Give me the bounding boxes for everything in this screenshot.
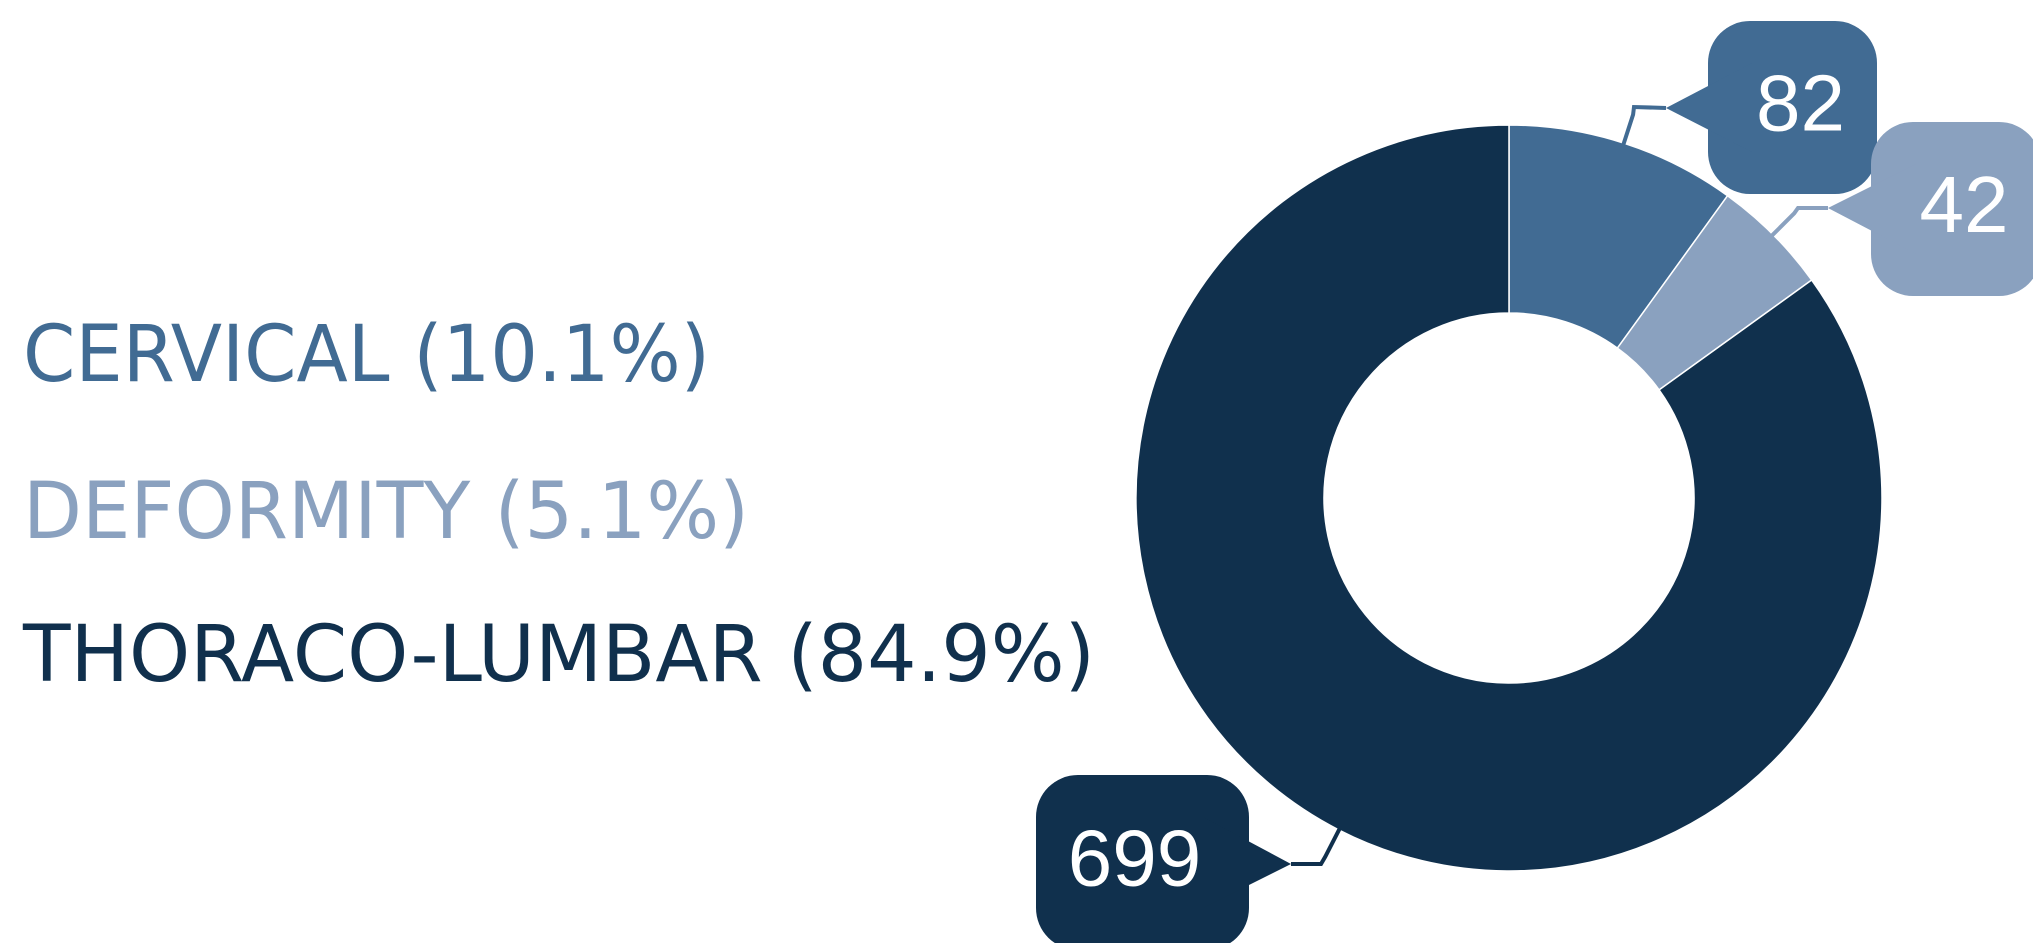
callout-pointer <box>1666 62 1753 153</box>
data-label: 42 <box>1920 160 2009 249</box>
callout-box <box>1871 122 2033 296</box>
leader-line <box>1291 825 1343 866</box>
donut-slice <box>1135 124 1883 872</box>
legend-label: CERVICAL (10.1%) <box>23 310 710 400</box>
legend-label: DEFORMITY (5.1%) <box>23 467 749 557</box>
data-label: 699 <box>1068 814 1201 903</box>
legend-label: THORACO-LUMBAR (84.9%) <box>22 610 1095 700</box>
callout-box <box>1036 775 1249 943</box>
data-label: 82 <box>1756 59 1845 148</box>
leader-line <box>1620 104 1667 148</box>
callout-pointer <box>1204 817 1291 908</box>
leader-line <box>1768 206 1828 239</box>
callout-pointer <box>1828 164 1916 254</box>
